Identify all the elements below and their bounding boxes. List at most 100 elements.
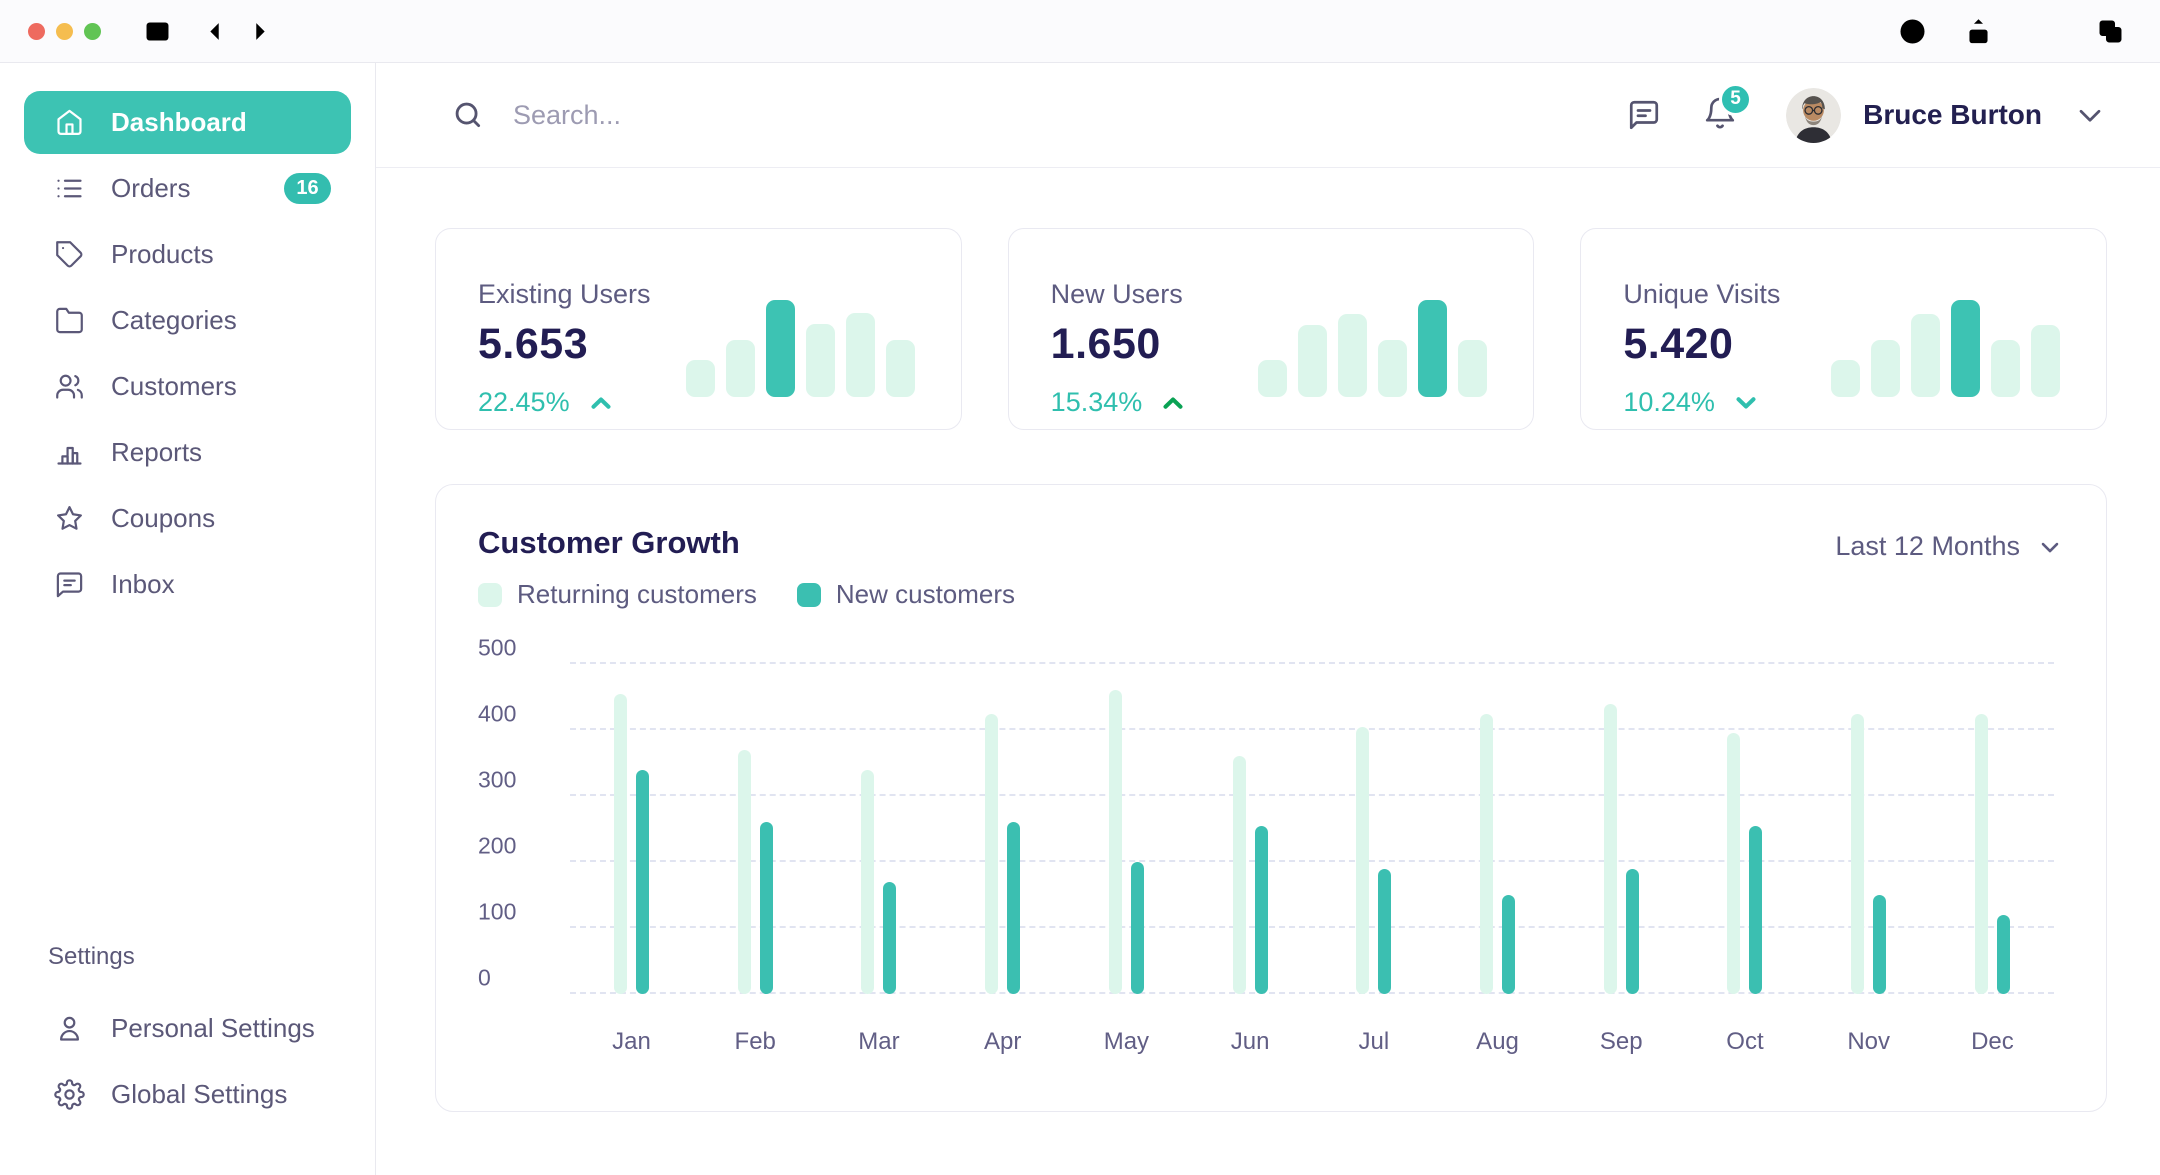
trend-down-icon bbox=[1731, 388, 1761, 418]
sparkline-bar bbox=[1871, 340, 1901, 397]
sparkline-bar bbox=[1418, 300, 1448, 397]
stat-mini-chart bbox=[1258, 297, 1488, 397]
legend-swatch-returning bbox=[478, 582, 502, 607]
x-axis-month-label: Aug bbox=[1476, 1028, 1519, 1055]
sidebar-item-inbox[interactable]: Inbox bbox=[24, 553, 351, 616]
x-axis-month-label: Nov bbox=[1847, 1028, 1891, 1055]
sidebar-item-dashboard[interactable]: Dashboard bbox=[24, 91, 351, 154]
bar-groups: Jan Feb Mar Apr May Jun Jul Aug Sep Oct Nov Dec bbox=[570, 664, 2054, 1055]
sidebar-toggle-icon[interactable] bbox=[135, 9, 179, 53]
sidebar-item-customers[interactable]: Customers bbox=[24, 355, 351, 418]
sidebar-item-label: Reports bbox=[111, 437, 203, 467]
new-customers-bar bbox=[1502, 895, 1516, 994]
user-menu[interactable]: Bruce Burton bbox=[1786, 87, 2108, 143]
tab-overview-icon[interactable] bbox=[2088, 9, 2132, 53]
sidebar-item-reports[interactable]: Reports bbox=[24, 421, 351, 484]
stat-value: 5.653 bbox=[478, 320, 589, 368]
returning-customers-bar bbox=[1108, 690, 1122, 994]
sidebar-nav: Dashboard Orders 16 Products Categories Custo… bbox=[24, 91, 351, 619]
bar-group-aug: Aug bbox=[1476, 664, 1519, 1055]
messages-icon[interactable] bbox=[1626, 97, 1662, 133]
list-icon bbox=[54, 173, 85, 204]
close-window-button[interactable] bbox=[28, 22, 45, 40]
returning-customers-bar bbox=[861, 769, 875, 994]
new-customers-bar bbox=[883, 881, 897, 994]
stat-mini-chart bbox=[1831, 297, 2061, 397]
x-axis-month-label: Sep bbox=[1599, 1028, 1643, 1055]
trend-up-icon bbox=[586, 388, 616, 418]
stat-label: Unique Visits bbox=[1623, 279, 1781, 309]
search-input[interactable] bbox=[511, 98, 1271, 132]
stat-change-value: 10.24% bbox=[1623, 387, 1715, 417]
bar-group-feb: Feb bbox=[735, 664, 776, 1055]
bar-group-oct: Oct bbox=[1726, 664, 1764, 1055]
bar-group-apr: Apr bbox=[984, 664, 1021, 1055]
legend-item-returning: Returning customers bbox=[478, 579, 757, 610]
sidebar-item-orders[interactable]: Orders 16 bbox=[24, 157, 351, 220]
sidebar-item-categories[interactable]: Categories bbox=[24, 289, 351, 352]
notifications-button[interactable]: 5 bbox=[1702, 82, 1753, 136]
new-customers-bar bbox=[1625, 868, 1639, 994]
gridline bbox=[570, 662, 2054, 664]
returning-customers-bar bbox=[985, 713, 999, 994]
sparkline-bar bbox=[2031, 325, 2061, 397]
y-axis-tick-label: 500 bbox=[478, 634, 517, 661]
folder-icon bbox=[54, 305, 85, 336]
star-icon bbox=[54, 503, 85, 534]
user-icon bbox=[54, 1013, 85, 1044]
bar-group-jul: Jul bbox=[1356, 664, 1392, 1055]
gridline bbox=[570, 992, 2054, 994]
home-icon bbox=[54, 107, 85, 138]
sparkline-bar bbox=[685, 360, 715, 397]
x-axis-month-label: Dec bbox=[1971, 1028, 2014, 1055]
sidebar-item-personal-settings[interactable]: Personal Settings bbox=[24, 997, 351, 1060]
range-select-dropdown[interactable]: Last 12 Months bbox=[1835, 531, 2064, 562]
bar-group-jun: Jun bbox=[1231, 664, 1269, 1055]
x-axis-month-label: Jun bbox=[1230, 1028, 1270, 1055]
customer-growth-chart: 0 100 200 300 400 500 Jan Feb Mar Apr May Jun Jul Aug… bbox=[478, 635, 2054, 1055]
bar-group-may: May bbox=[1104, 664, 1149, 1055]
returning-customers-bar bbox=[1356, 726, 1370, 994]
chevron-down-icon bbox=[2072, 97, 2108, 133]
x-axis-month-label: Jul bbox=[1358, 1028, 1390, 1055]
tag-icon bbox=[54, 239, 85, 270]
chart-title: Customer Growth bbox=[478, 525, 740, 560]
y-axis-tick-label: 100 bbox=[478, 898, 517, 925]
returning-customers-bar bbox=[1851, 713, 1865, 994]
new-customers-bar bbox=[1749, 825, 1763, 994]
stat-change-value: 15.34% bbox=[1050, 387, 1143, 417]
x-axis-month-label: Jan bbox=[612, 1028, 651, 1055]
back-icon[interactable] bbox=[193, 9, 237, 53]
sidebar-item-global-settings[interactable]: Global Settings bbox=[24, 1063, 351, 1126]
sparkline-bar bbox=[1991, 340, 2021, 397]
gridline bbox=[570, 794, 2054, 796]
sparkline-bar bbox=[765, 300, 795, 397]
gridline bbox=[570, 926, 2054, 928]
maximize-window-button[interactable] bbox=[84, 22, 101, 40]
sparkline-bar bbox=[845, 313, 875, 397]
sidebar-item-products[interactable]: Products bbox=[24, 223, 351, 286]
returning-customers-bar bbox=[614, 693, 627, 994]
sidebar-item-coupons[interactable]: Coupons bbox=[24, 487, 351, 550]
stat-value: 1.650 bbox=[1050, 320, 1161, 368]
sidebar-item-label: Customers bbox=[111, 371, 237, 401]
returning-customers-bar bbox=[1603, 703, 1617, 994]
bar-group-dec: Dec bbox=[1971, 664, 2014, 1055]
sparkline-bar bbox=[1951, 300, 1981, 397]
avatar bbox=[1786, 87, 1842, 143]
stat-change-value: 22.45% bbox=[478, 387, 570, 417]
traffic-lights bbox=[28, 22, 101, 40]
sparkline-bar bbox=[1258, 360, 1288, 397]
new-customers-bar bbox=[1007, 822, 1021, 994]
x-axis-month-label: Apr bbox=[983, 1028, 1022, 1055]
share-icon[interactable] bbox=[1956, 9, 2000, 53]
new-customers-bar bbox=[759, 822, 773, 994]
forward-icon[interactable] bbox=[237, 9, 281, 53]
legend-item-new: New customers bbox=[796, 579, 1015, 610]
download-icon[interactable] bbox=[1890, 9, 1934, 53]
sparkline-bar bbox=[885, 340, 915, 397]
minimize-window-button[interactable] bbox=[56, 22, 73, 40]
sparkline-bar bbox=[725, 340, 755, 397]
new-tab-icon[interactable] bbox=[2022, 9, 2066, 53]
sidebar-item-label: Coupons bbox=[111, 503, 216, 533]
